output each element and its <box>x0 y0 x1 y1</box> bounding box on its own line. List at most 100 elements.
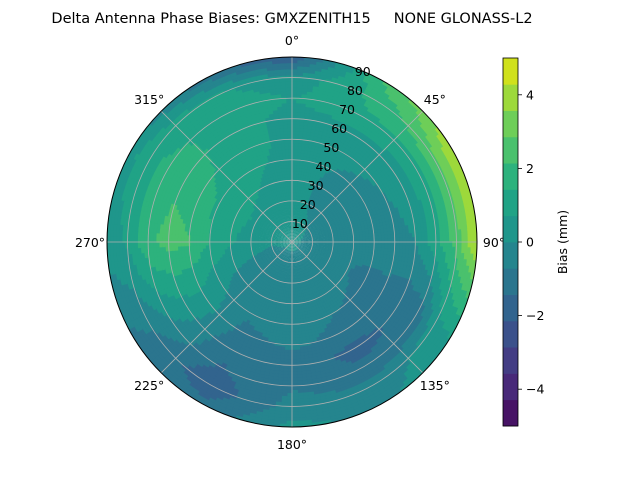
bias-cell <box>294 243 298 246</box>
bias-cell <box>293 236 296 240</box>
bias-cell <box>297 236 301 239</box>
bias-cell <box>283 236 287 239</box>
bias-cell <box>301 254 304 258</box>
bias-cell <box>292 248 294 252</box>
bias-cell <box>293 235 295 240</box>
bias-cell <box>286 237 290 241</box>
bias-cell <box>294 253 296 258</box>
bias-cell <box>279 253 283 258</box>
bias-cell <box>276 244 280 246</box>
bias-cell <box>281 234 285 238</box>
bias-cell <box>285 253 288 257</box>
bias-cell <box>274 233 279 236</box>
bias-cell <box>286 253 289 258</box>
bias-cell <box>286 238 290 241</box>
bias-cell <box>285 242 289 244</box>
bias-cell <box>281 251 285 255</box>
bias-cell <box>299 233 303 237</box>
bias-cell <box>285 250 288 254</box>
bias-cell <box>285 238 290 241</box>
bias-cell <box>289 235 292 240</box>
bias-cell <box>294 240 299 242</box>
bias-cell <box>300 237 305 240</box>
bias-cell <box>301 249 305 253</box>
bias-cell <box>287 236 291 240</box>
bias-cell <box>280 246 284 249</box>
bias-cell <box>305 248 310 252</box>
bias-cell <box>282 244 287 247</box>
bias-cell <box>287 247 290 252</box>
bias-cell <box>294 238 299 241</box>
bias-cell <box>299 246 303 250</box>
bias-cell <box>306 245 311 247</box>
bias-cell <box>278 249 283 252</box>
bias-cell <box>297 237 302 240</box>
bias-cell <box>299 255 303 259</box>
bias-cell <box>297 249 300 253</box>
bias-cell <box>297 238 302 241</box>
bias-cell <box>288 226 290 231</box>
bias-cell <box>285 249 288 254</box>
bias-cell <box>298 228 302 233</box>
bias-cell <box>295 241 299 242</box>
bias-cell <box>276 229 281 233</box>
bias-cell <box>300 244 305 247</box>
bias-cell <box>302 247 307 250</box>
bias-cell <box>287 236 291 240</box>
bias-cell <box>280 245 284 248</box>
bias-cell <box>286 243 290 247</box>
bias-cell <box>279 244 284 246</box>
bias-cell <box>294 239 299 241</box>
bias-cell <box>305 232 310 236</box>
bias-cell <box>301 232 306 236</box>
bias-cell <box>306 237 311 239</box>
bias-cell <box>290 235 292 239</box>
bias-cell <box>287 233 290 237</box>
bias-cell <box>285 243 290 246</box>
bias-cell <box>302 219 305 224</box>
bias-cell <box>298 240 302 242</box>
bias-cell <box>293 244 295 249</box>
bias-cell <box>293 236 297 240</box>
bias-cell <box>273 245 278 248</box>
bias-cell <box>287 247 290 252</box>
bias-cell <box>306 223 310 227</box>
bias-cell <box>299 234 303 237</box>
bias-cell <box>299 255 302 259</box>
bias-cell <box>304 244 308 246</box>
bias-cell <box>281 225 285 229</box>
bias-cell <box>283 249 287 253</box>
bias-cell <box>297 252 301 257</box>
bias-cell <box>294 226 296 230</box>
bias-cell <box>285 223 288 228</box>
bias-cell <box>301 219 304 223</box>
bias-cell <box>299 246 304 249</box>
bias-cell <box>286 229 289 234</box>
bias-cell <box>284 235 288 239</box>
bias-cell <box>282 228 286 232</box>
bias-cell <box>283 224 286 229</box>
bias-cell <box>282 247 286 251</box>
bias-cell <box>294 247 297 251</box>
bias-cell <box>286 226 289 231</box>
bias-cell <box>283 255 286 260</box>
bias-cell <box>295 234 299 238</box>
bias-cell <box>283 227 287 232</box>
bias-cell <box>279 226 283 231</box>
bias-cell <box>293 244 297 248</box>
bias-cell <box>276 243 280 245</box>
bias-cell <box>300 250 304 254</box>
bias-cell <box>301 253 305 258</box>
bias-cell <box>280 250 284 254</box>
bias-cell <box>299 229 303 233</box>
bias-cell <box>304 250 309 253</box>
bias-cell <box>287 223 289 228</box>
bias-cell <box>300 218 304 223</box>
bias-cell <box>284 253 288 257</box>
bias-cell <box>278 248 282 252</box>
bias-cell <box>282 228 285 233</box>
bias-cell <box>301 249 305 253</box>
bias-cell <box>282 255 285 259</box>
bias-cell <box>294 239 299 242</box>
